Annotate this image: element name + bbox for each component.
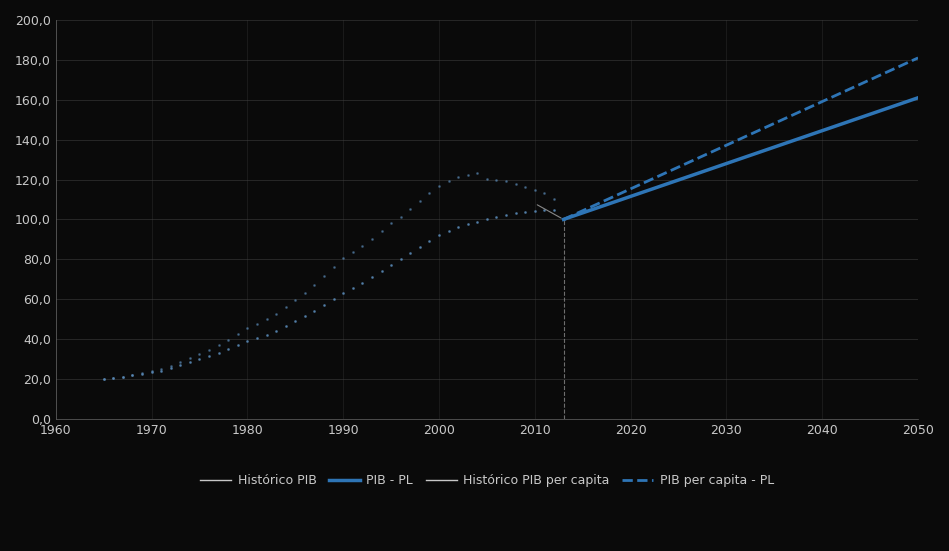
Legend: Histórico PIB, PIB - PL, Histórico PIB per capita, PIB per capita - PL: Histórico PIB, PIB - PL, Histórico PIB p… <box>195 469 779 493</box>
